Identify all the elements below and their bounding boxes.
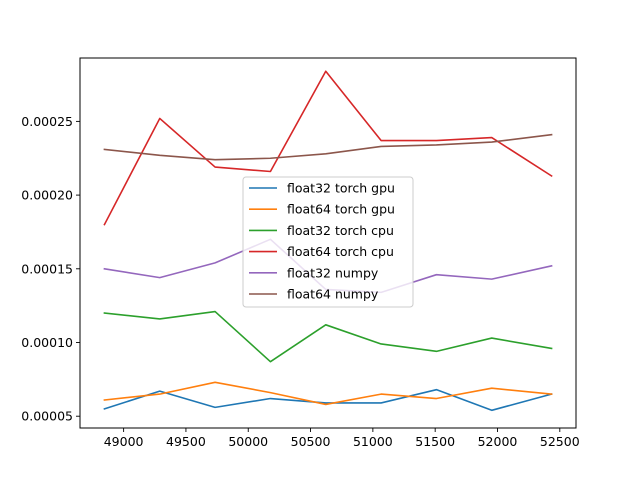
x-tick-label: 49500 bbox=[166, 434, 206, 449]
x-tick-label: 50000 bbox=[228, 434, 268, 449]
y-tick-label: 0.00025 bbox=[21, 114, 73, 129]
series-line-0 bbox=[103, 388, 553, 412]
series-line-2 bbox=[103, 310, 553, 363]
y-tick-label: 0.00015 bbox=[21, 261, 73, 276]
legend-label: float32 torch cpu bbox=[287, 223, 394, 238]
legend-label: float32 numpy bbox=[287, 265, 379, 280]
x-axis: 49000 49500 50000 50500 51000 51500 52000 52500 bbox=[104, 428, 580, 449]
x-tick-label: 51500 bbox=[415, 434, 455, 449]
series-line-1 bbox=[103, 381, 553, 406]
x-tick-label: 52500 bbox=[540, 434, 580, 449]
y-tick-label: 0.00005 bbox=[21, 409, 73, 424]
x-tick-label: 51000 bbox=[353, 434, 393, 449]
legend-label: float32 torch gpu bbox=[287, 181, 395, 196]
legend-label: float64 torch gpu bbox=[287, 202, 395, 217]
x-tick-label: 50500 bbox=[291, 434, 331, 449]
y-tick-label: 0.00010 bbox=[21, 335, 73, 350]
y-axis: 0.00005 0.00010 0.00015 0.00020 0.00025 bbox=[21, 114, 80, 424]
x-tick-label: 52000 bbox=[478, 434, 518, 449]
legend: float32 torch gpu float64 torch gpu float3… bbox=[242, 176, 414, 308]
x-tick-label: 49000 bbox=[104, 434, 144, 449]
series-line-3 bbox=[103, 70, 553, 226]
legend-label: float64 numpy bbox=[287, 287, 379, 302]
legend-box bbox=[242, 176, 414, 308]
series-line-5 bbox=[103, 133, 553, 161]
plot-frame bbox=[79, 57, 577, 429]
series-layer bbox=[103, 70, 553, 412]
y-tick-label: 0.00020 bbox=[21, 188, 73, 203]
legend-label: float64 torch cpu bbox=[287, 244, 394, 259]
